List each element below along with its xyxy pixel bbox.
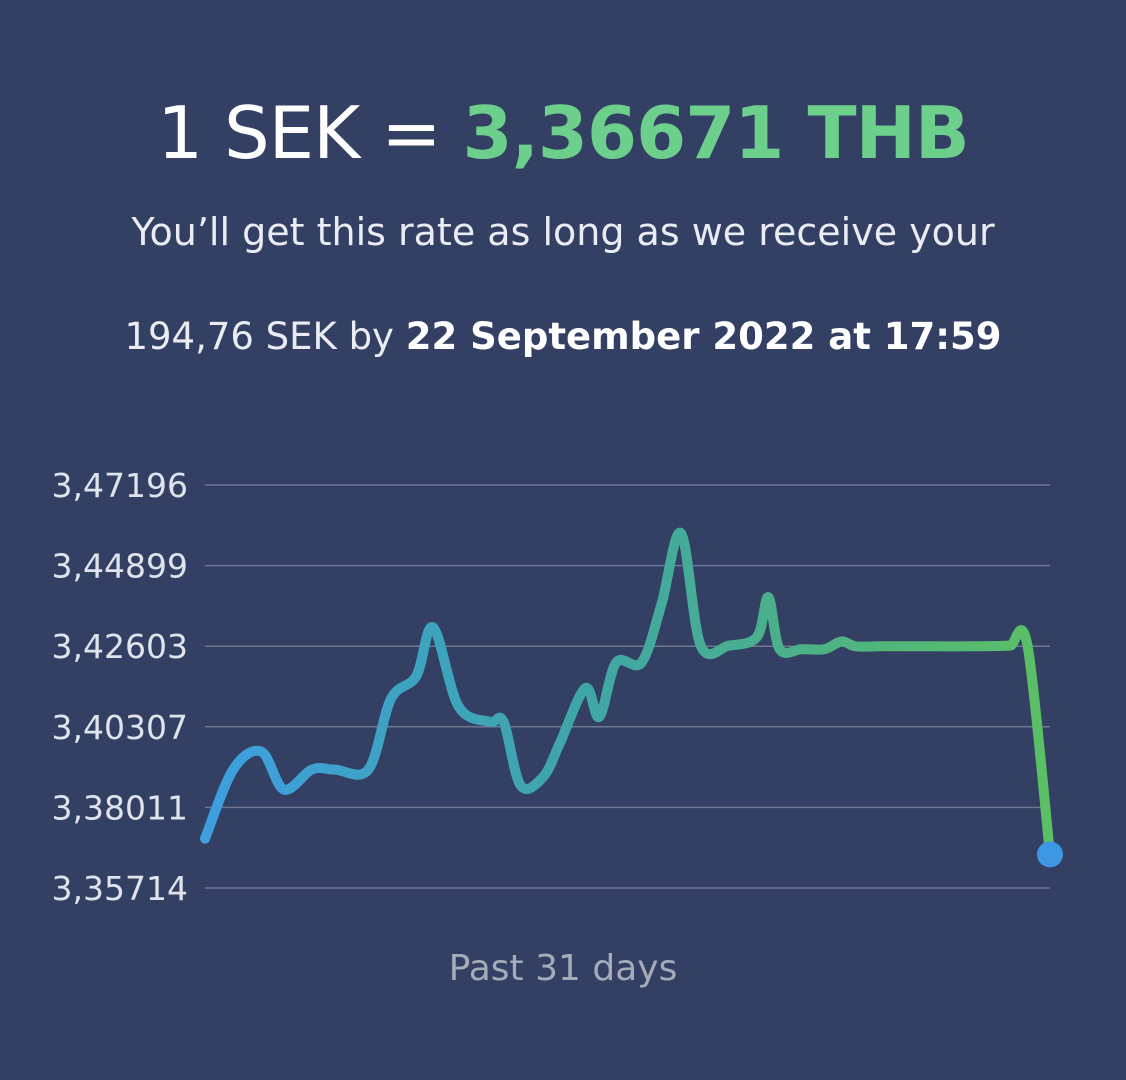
rate-data-point — [280, 786, 288, 794]
rate-series-line — [200, 528, 1055, 860]
rate-data-point — [964, 642, 972, 650]
rate-data-point — [486, 718, 494, 726]
rate-data-point — [677, 529, 685, 537]
rate-value: 3,36671 THB — [462, 91, 969, 175]
rate-data-point — [764, 593, 772, 601]
info-deadline: 22 September 2022 at 17:59 — [405, 315, 1002, 358]
y-tick-label: 3,35714 — [52, 869, 188, 908]
rate-data-point — [922, 642, 930, 650]
x-axis-label: Past 31 days — [448, 948, 678, 989]
rate-data-point — [364, 766, 372, 774]
rate-data-point — [995, 642, 1003, 650]
rate-data-point — [753, 633, 761, 641]
rate-data-points — [201, 529, 1054, 858]
info-amount: 194,76 SEK by — [124, 315, 406, 358]
rate-data-point — [1007, 642, 1015, 650]
current-rate-dot[interactable] — [1037, 841, 1063, 868]
rate-data-point — [257, 748, 265, 756]
rate-data-point — [697, 642, 705, 650]
rate-data-point — [229, 766, 237, 774]
rate-data-point — [612, 659, 620, 667]
y-axis-ticks: 3,47196 3,44899 3,42603 3,40307 3,38011 3,357… — [52, 466, 188, 908]
chart-grid — [205, 484, 1050, 889]
rate-data-point — [308, 766, 316, 774]
rate-data-point — [455, 702, 463, 710]
rate-data-point — [776, 645, 784, 653]
rate-data-point — [201, 835, 209, 843]
y-tick-label: 3,40307 — [52, 708, 188, 747]
y-tick-label: 3,42603 — [52, 627, 188, 666]
rate-data-point — [1024, 642, 1032, 650]
rate-data-point — [638, 659, 646, 667]
rate-data-point — [429, 623, 437, 631]
rate-data-point — [556, 739, 564, 747]
exchange-rate-title: 1 SEK = 3,36671 THB — [0, 88, 1126, 178]
rate-data-point — [725, 642, 733, 650]
y-tick-label: 3,44899 — [52, 547, 188, 586]
rate-data-point — [798, 645, 806, 653]
rate-deadline-text: 194,76 SEK by 22 September 2022 at 17:59 — [0, 312, 1126, 362]
rate-data-point — [657, 601, 665, 609]
rate-data-point — [933, 642, 941, 650]
rate-data-point — [331, 766, 339, 774]
rate-history-chart: 3,47196 3,44899 3,42603 3,40307 3,38011 3,357… — [52, 466, 1063, 908]
rate-data-point — [500, 718, 508, 726]
rate-data-point — [905, 642, 913, 650]
rate-data-point — [852, 642, 860, 650]
y-tick-label: 3,38011 — [52, 788, 188, 827]
rate-data-point — [838, 637, 846, 645]
rate-data-point — [517, 781, 525, 789]
rate-data-point — [412, 672, 420, 680]
y-tick-label: 3,47196 — [52, 466, 188, 505]
rate-data-point — [581, 684, 589, 692]
rate-data-point — [595, 713, 603, 721]
rate-prefix: 1 SEK = — [157, 91, 463, 175]
rate-data-point — [821, 645, 829, 653]
rate-data-point — [387, 695, 395, 703]
rate-data-point — [539, 773, 547, 781]
rate-data-point — [877, 642, 885, 650]
rate-guarantee-text: You’ll get this rate as long as we recei… — [131, 210, 995, 254]
